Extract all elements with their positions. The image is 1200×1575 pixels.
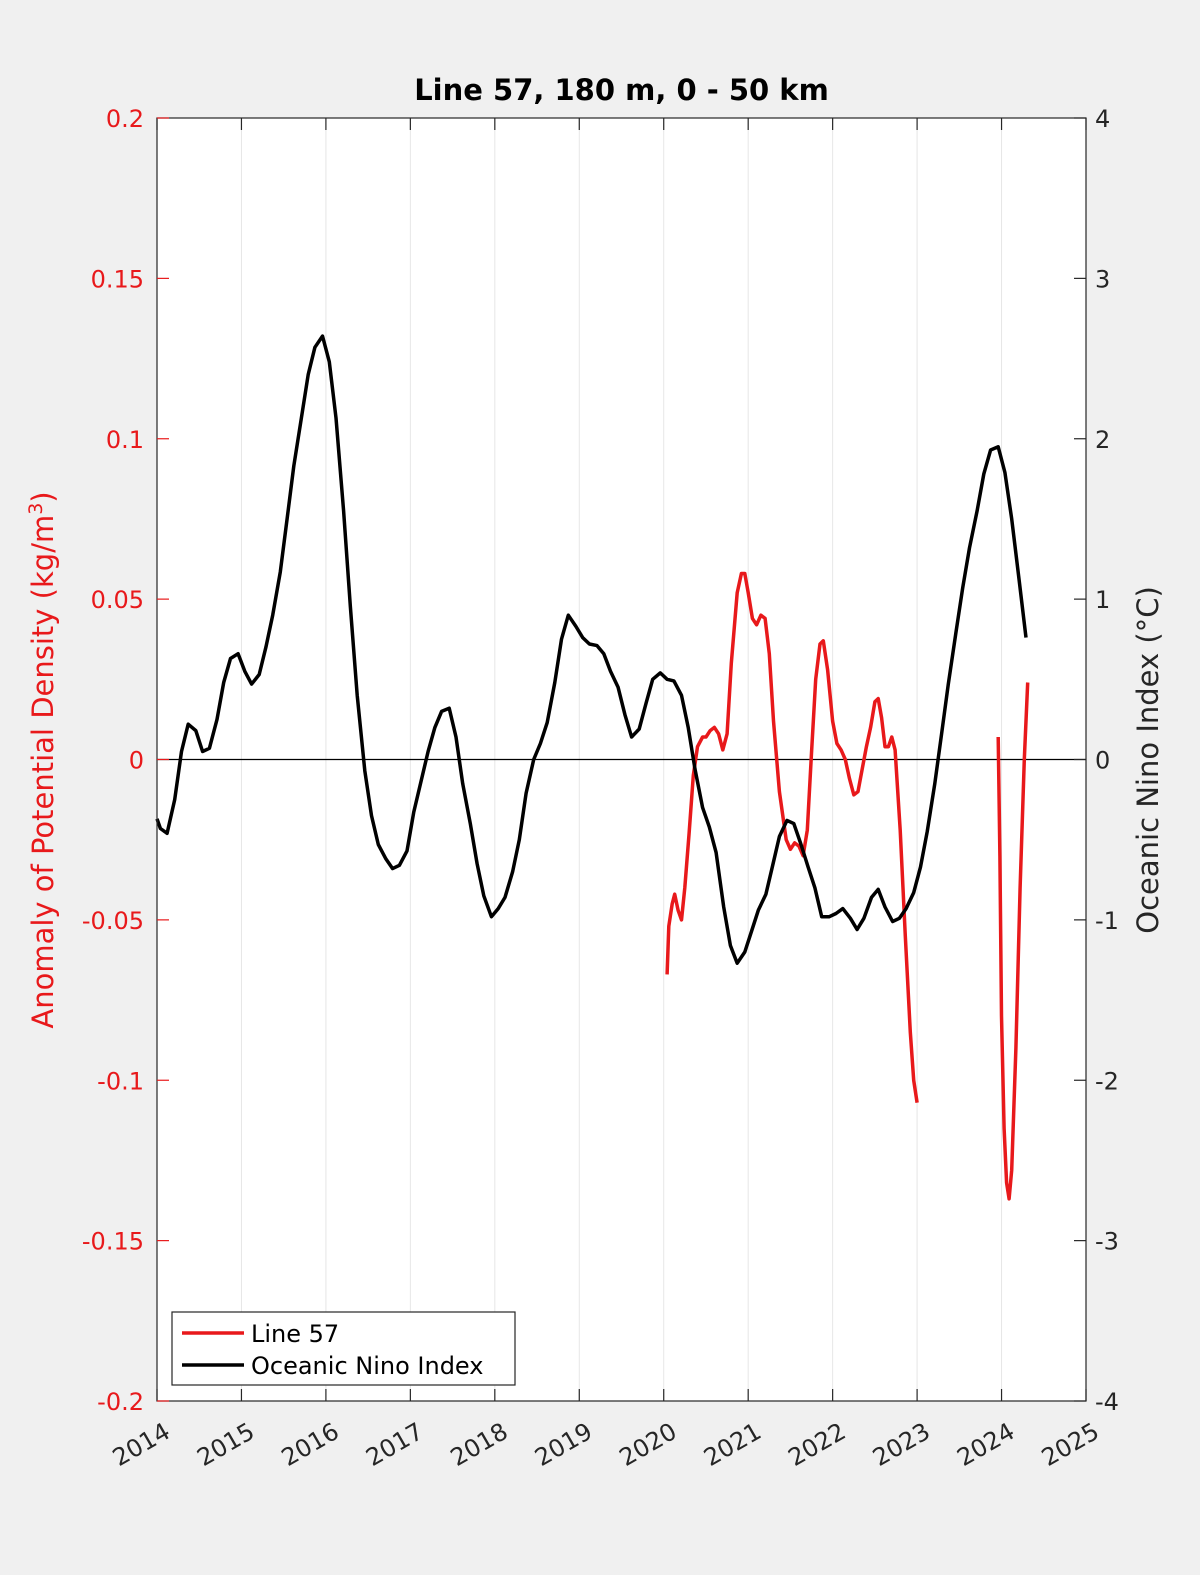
y-right-tick-label: -1 <box>1095 907 1119 935</box>
legend-line57-label: Line 57 <box>251 1320 339 1348</box>
legend: Line 57 Oceanic Nino Index <box>171 1311 516 1386</box>
y-right-tick-label: 4 <box>1095 105 1110 133</box>
y-left-tick-label: 0.05 <box>91 586 144 614</box>
series-layer <box>155 334 1030 1201</box>
y-left-tick-label: -0.05 <box>82 907 144 935</box>
y-axis-left-label-sup: 3 <box>25 503 47 515</box>
line57-series-segment-0 <box>665 571 919 1103</box>
y-axis-right-label: Oceanic Nino Index (°C) <box>1131 586 1165 934</box>
y-right-tick-label: 3 <box>1095 265 1110 293</box>
y-right-tick-label: -3 <box>1095 1228 1119 1256</box>
legend-box <box>171 1311 516 1386</box>
legend-oni-label: Oceanic Nino Index <box>251 1352 483 1380</box>
y-axis-left-label-base: Anomaly of Potential Density (kg/m <box>26 515 60 1029</box>
y-left-tick-label: 0 <box>129 747 144 775</box>
oni-series-segment-0 <box>155 334 1028 965</box>
y-left-tick-label: 0.1 <box>106 426 144 454</box>
y-right-tick-label: 1 <box>1095 586 1110 614</box>
y-right-tick-label: -4 <box>1095 1388 1119 1416</box>
y-right-tick-label: -2 <box>1095 1067 1119 1095</box>
y-axis-left-label-close: ) <box>26 491 60 502</box>
y-axis-left-label: Anomaly of Potential Density (kg/m3) <box>25 491 60 1028</box>
y-left-tick-label: -0.15 <box>82 1228 144 1256</box>
chart-title: Line 57, 180 m, 0 - 50 km <box>414 73 829 107</box>
line57-series-segment-1 <box>996 682 1030 1201</box>
y-right-tick-label: 0 <box>1095 747 1110 775</box>
y-left-tick-label: 0.2 <box>106 105 144 133</box>
y-left-tick-label: -0.2 <box>97 1388 144 1416</box>
y-left-tick-label: -0.1 <box>97 1067 144 1095</box>
y-right-tick-label: 2 <box>1095 426 1110 454</box>
y-left-tick-label: 0.15 <box>91 265 144 293</box>
